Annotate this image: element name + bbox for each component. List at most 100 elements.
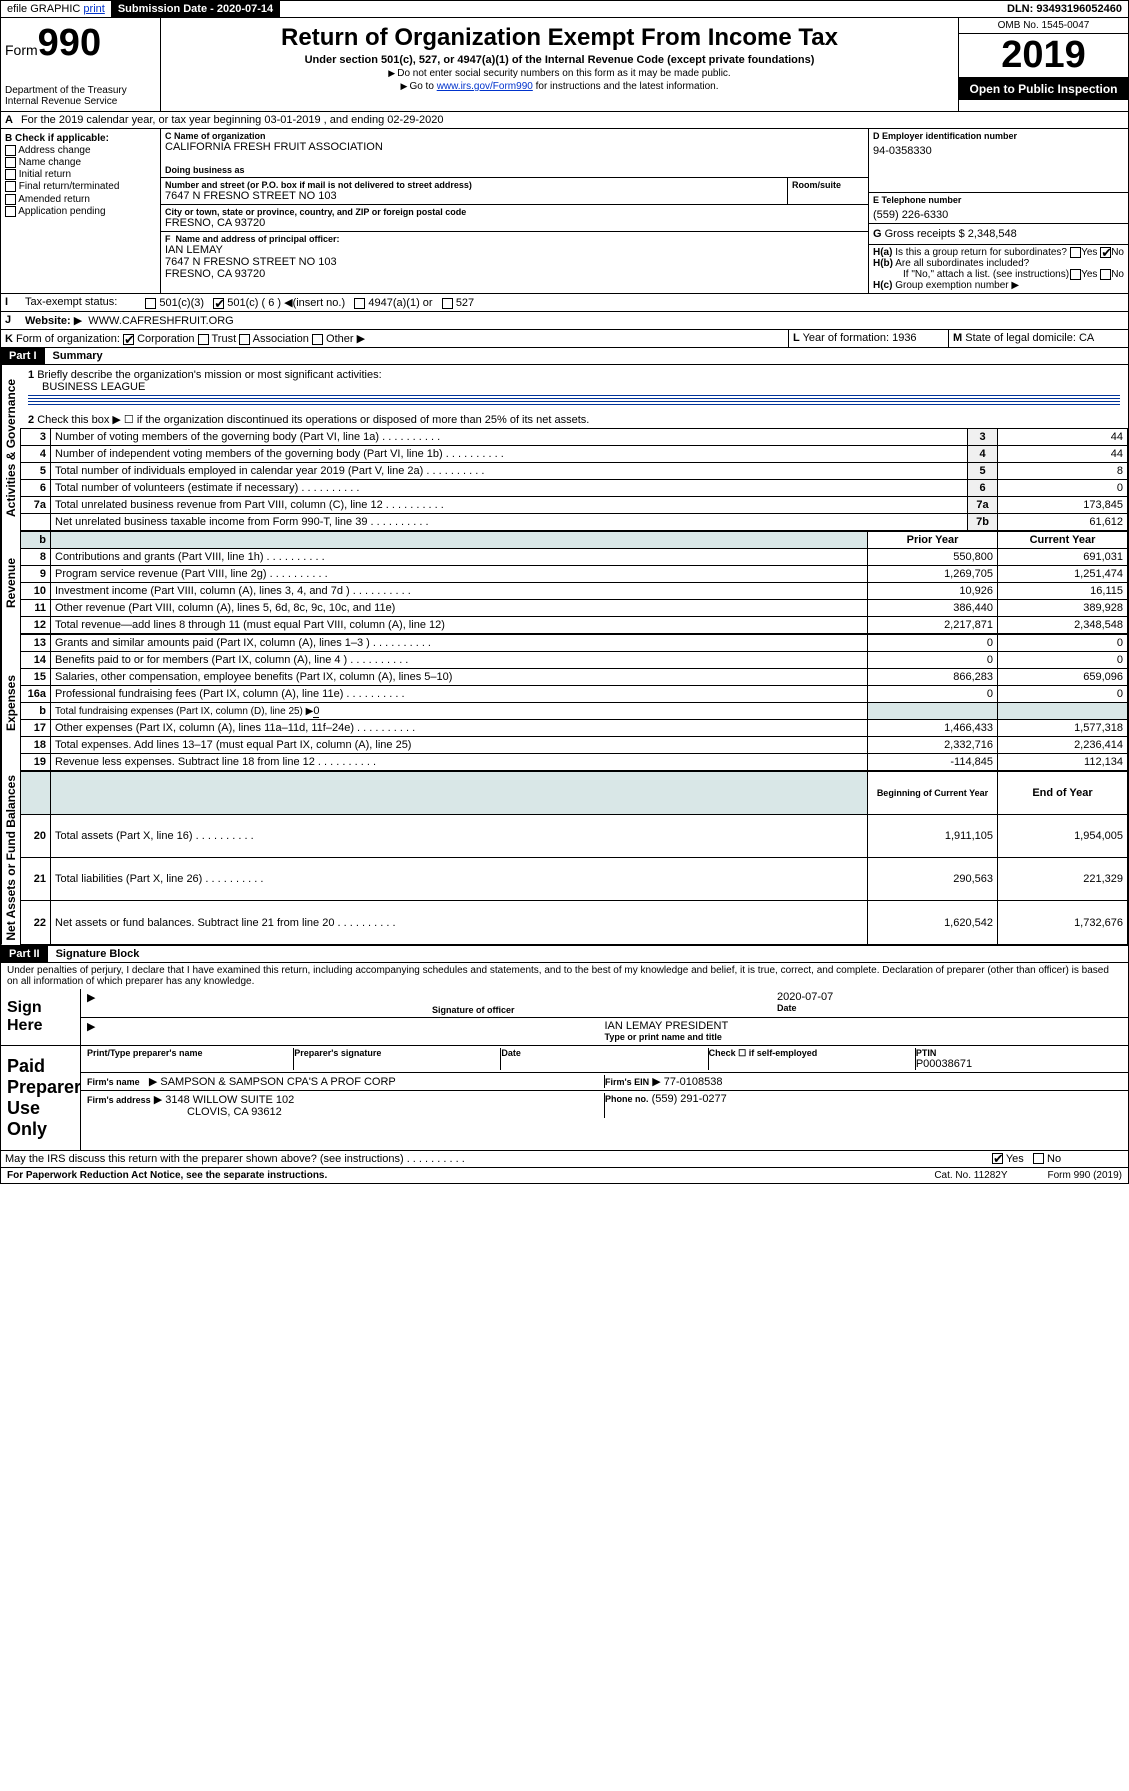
pra-notice: For Paperwork Reduction Act Notice, see …	[7, 1170, 327, 1181]
firm-addr: 3148 WILLOW SUITE 102	[165, 1094, 294, 1106]
room-label: Room/suite	[792, 180, 864, 190]
check-other[interactable]	[312, 334, 323, 345]
discuss-no[interactable]	[1033, 1153, 1044, 1164]
governance-table: 3Number of voting members of the governi…	[20, 428, 1128, 531]
line1-label: Briefly describe the organization's miss…	[37, 369, 381, 381]
officer-label: F Name and address of principal officer:	[165, 234, 864, 244]
firm-ein: 77-0108538	[664, 1076, 723, 1088]
firm-name: SAMPSON & SAMPSON CPA'S A PROF CORP	[160, 1076, 395, 1088]
status-label: Tax-exempt status:	[21, 294, 121, 311]
ptin: P00038671	[916, 1058, 1122, 1070]
tax-year: 2019	[959, 34, 1128, 78]
check-4947[interactable]	[354, 298, 365, 309]
open-public: Open to Public Inspection	[959, 78, 1128, 100]
officer-addr1: 7647 N FRESNO STREET NO 103	[165, 256, 864, 268]
governance-section: Activities & Governance 1 Briefly descri…	[0, 365, 1129, 531]
check-address[interactable]: Address change	[5, 145, 156, 156]
check-pending[interactable]: Application pending	[5, 206, 156, 217]
check-name[interactable]: Name change	[5, 157, 156, 168]
dba-label: Doing business as	[165, 165, 864, 175]
check-trust[interactable]	[198, 334, 209, 345]
self-employed-check[interactable]: Check ☐ if self-employed	[709, 1048, 915, 1059]
line2: Check this box ▶ ☐ if the organization d…	[37, 414, 589, 426]
discuss-yes[interactable]	[992, 1153, 1003, 1164]
cat-no: Cat. No. 11282Y	[934, 1170, 1007, 1181]
state-domicile: CA	[1079, 332, 1094, 344]
paid-preparer-label: Paid Preparer Use Only	[1, 1046, 81, 1150]
check-527[interactable]	[442, 298, 453, 309]
tax-exempt-row: I Tax-exempt status: 501(c)(3) 501(c) ( …	[0, 294, 1129, 312]
hb-question: H(b) Are all subordinates included? Yes …	[873, 258, 1124, 269]
sign-here-section: Sign Here ▶ Signature of officer 2020-07…	[0, 989, 1129, 1046]
officer-print-name: IAN LEMAY PRESIDENT	[605, 1020, 1123, 1032]
top-bar: efile GRAPHIC print Submission Date - 20…	[0, 0, 1129, 18]
dln: DLN: 93493196052460	[1001, 1, 1128, 17]
street: 7647 N FRESNO STREET NO 103	[165, 190, 783, 202]
form-number: Form990	[5, 22, 156, 65]
tax-year-range: For the 2019 calendar year, or tax year …	[17, 112, 448, 128]
expenses-section: Expenses 13Grants and similar amounts pa…	[0, 634, 1129, 771]
form-subtitle: Under section 501(c), 527, or 4947(a)(1)…	[167, 54, 952, 66]
officer-name: IAN LEMAY	[165, 244, 864, 256]
org-name-label: C Name of organization	[165, 131, 864, 141]
side-expenses: Expenses	[1, 634, 20, 771]
gross-receipts: 2,348,548	[968, 228, 1017, 240]
org-name: CALIFORNIA FRESH FRUIT ASSOCIATION	[165, 141, 864, 153]
discuss-row: May the IRS discuss this return with the…	[0, 1151, 1129, 1168]
part2-header: Part II Signature Block	[0, 946, 1129, 963]
net-assets-table: Beginning of Current YearEnd of Year 20T…	[20, 771, 1128, 945]
part1-header: Part I Summary	[0, 348, 1129, 365]
side-revenue: Revenue	[1, 531, 20, 634]
phone-label: E Telephone number	[873, 195, 1124, 205]
dept-treasury: Department of the Treasury Internal Reve…	[5, 85, 156, 107]
check-501c[interactable]	[213, 298, 224, 309]
ein-label: D Employer identification number	[873, 131, 1124, 141]
ein: 94-0358330	[873, 145, 1124, 157]
check-corp[interactable]	[123, 334, 134, 345]
officer-addr2: FRESNO, CA 93720	[165, 268, 864, 280]
sign-here-label: Sign Here	[1, 989, 81, 1045]
net-assets-section: Net Assets or Fund Balances Beginning of…	[0, 771, 1129, 946]
city: FRESNO, CA 93720	[165, 217, 864, 229]
form-org-row: K Form of organization: Corporation Trus…	[0, 330, 1129, 348]
preparer-phone: (559) 291-0277	[652, 1093, 727, 1105]
sig-date: 2020-07-07	[777, 991, 1122, 1003]
website: WWW.CAFRESHFRUIT.ORG	[88, 315, 233, 327]
form-header: Form990 Department of the Treasury Inter…	[0, 18, 1129, 112]
sig-officer-label: Signature of officer	[432, 1005, 777, 1015]
efile-label: efile GRAPHIC print	[1, 1, 112, 17]
year-formation: 1936	[892, 332, 916, 344]
goto-instr: Go to www.irs.gov/Form990 for instructio…	[167, 81, 952, 92]
mission: BUSINESS LEAGUE	[42, 381, 145, 393]
street-label: Number and street (or P.O. box if mail i…	[165, 180, 783, 190]
omb-number: OMB No. 1545-0047	[959, 18, 1128, 34]
line-a: AFor the 2019 calendar year, or tax year…	[0, 112, 1129, 129]
form-footer: Form 990 (2019)	[1048, 1170, 1122, 1181]
gross-label: Gross receipts $	[885, 228, 965, 240]
ssn-warning: Do not enter social security numbers on …	[167, 68, 952, 79]
form990-link[interactable]: www.irs.gov/Form990	[437, 81, 533, 92]
check-final[interactable]: Final return/terminated	[5, 181, 156, 192]
check-assoc[interactable]	[239, 334, 250, 345]
revenue-section: Revenue bPrior YearCurrent Year 8Contrib…	[0, 531, 1129, 634]
side-governance: Activities & Governance	[1, 365, 20, 531]
entity-block: B Check if applicable: Address change Na…	[0, 129, 1129, 294]
expenses-table: 13Grants and similar amounts paid (Part …	[20, 634, 1128, 771]
website-row: J Website: ▶ WWW.CAFRESHFRUIT.ORG	[0, 312, 1129, 330]
form-title: Return of Organization Exempt From Incom…	[167, 24, 952, 52]
revenue-table: bPrior YearCurrent Year 8Contributions a…	[20, 531, 1128, 634]
ha-question: H(a) Is this a group return for subordin…	[873, 247, 1124, 258]
phone: (559) 226-6330	[873, 209, 1124, 221]
check-initial[interactable]: Initial return	[5, 169, 156, 180]
side-net-assets: Net Assets or Fund Balances	[1, 771, 20, 945]
check-amended[interactable]: Amended return	[5, 194, 156, 205]
check-501c3[interactable]	[145, 298, 156, 309]
paid-preparer-section: Paid Preparer Use Only Print/Type prepar…	[0, 1046, 1129, 1151]
hc-label: H(c) Group exemption number ▶	[873, 280, 1124, 291]
penalty-statement: Under penalties of perjury, I declare th…	[0, 963, 1129, 989]
footer: For Paperwork Reduction Act Notice, see …	[0, 1168, 1129, 1184]
print-link[interactable]: print	[83, 3, 104, 15]
submission-date: Submission Date - 2020-07-14	[112, 1, 280, 17]
city-label: City or town, state or province, country…	[165, 207, 864, 217]
check-b-label: B Check if applicable:	[5, 133, 156, 144]
